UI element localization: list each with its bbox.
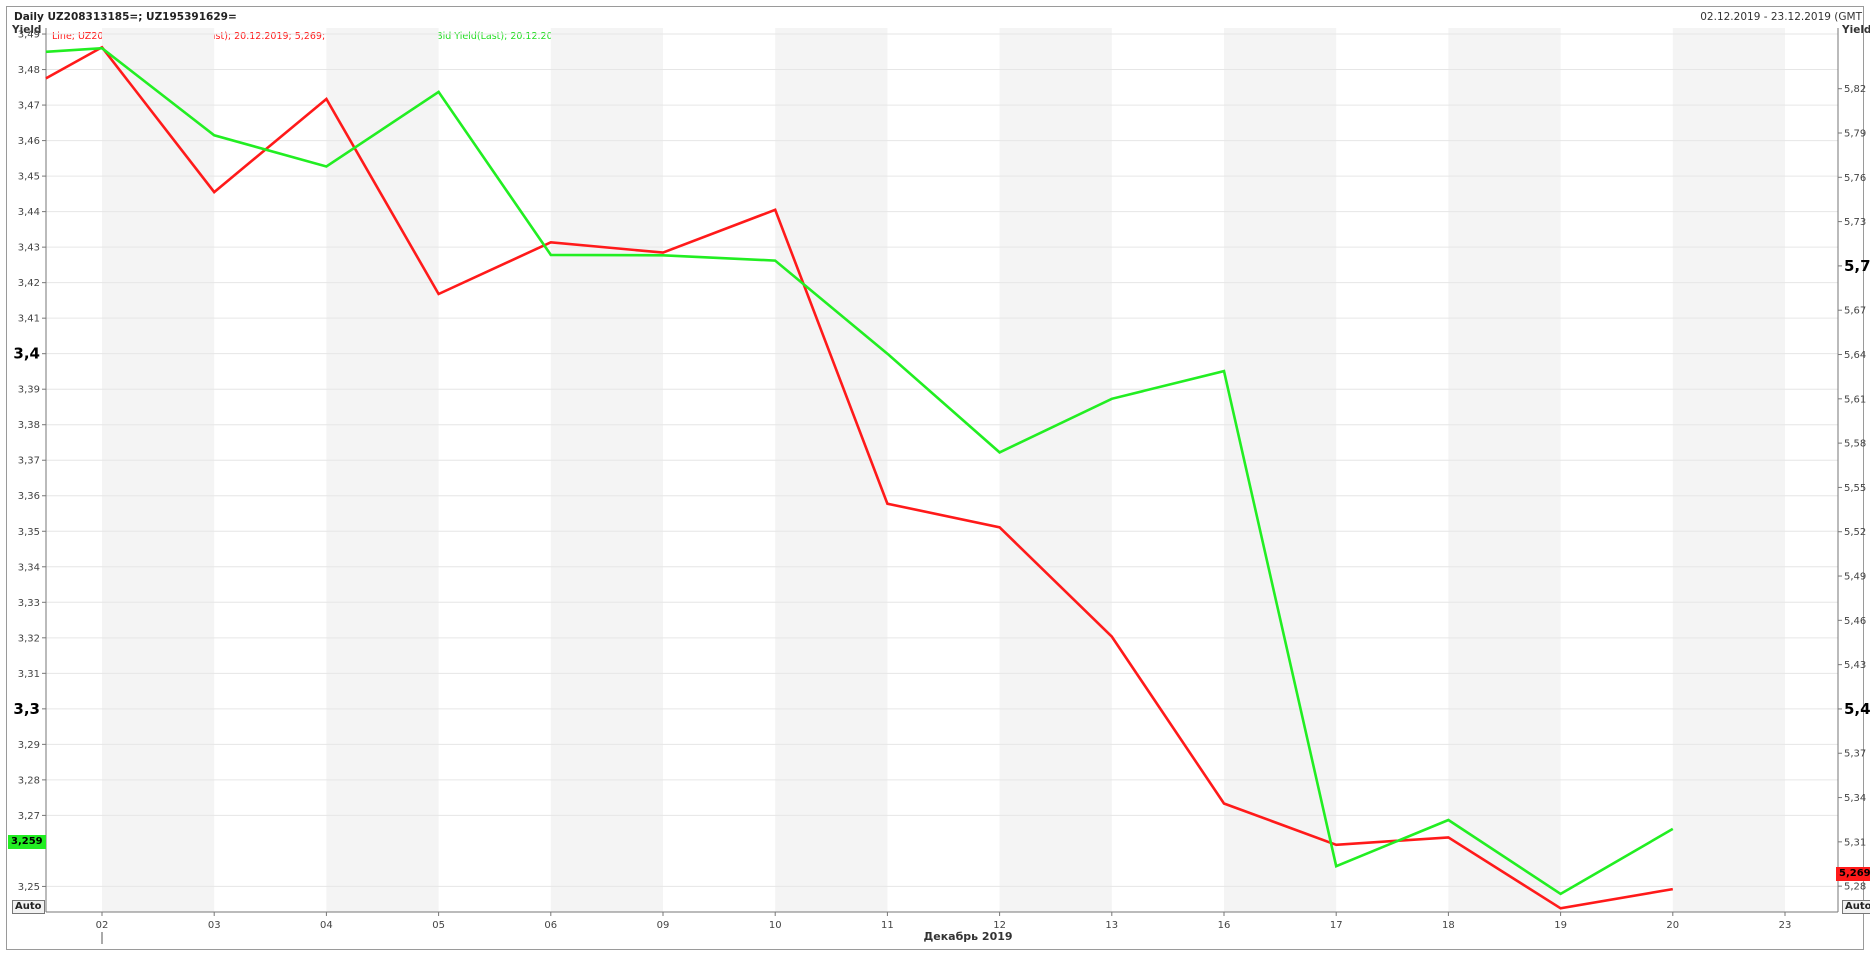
series-line-red (45, 45, 1674, 910)
left-tick-label: 3,47 (18, 101, 40, 112)
right-tick-label: 5,79 (1844, 128, 1866, 139)
last-value-badge-left: 3,259 (8, 835, 46, 849)
series-line-green (45, 46, 1674, 896)
last-value-badge-right: 5,269 (1836, 867, 1870, 881)
x-tick-label: 03 (208, 920, 221, 931)
column-band (102, 28, 215, 912)
right-tick-label: 5,34 (1844, 793, 1866, 804)
left-tick-label: 3,44 (18, 207, 40, 218)
x-tick-label: 09 (657, 920, 670, 931)
right-tick-label: 5,64 (1844, 350, 1866, 361)
left-tick-label: 3,25 (18, 882, 40, 893)
column-band (326, 28, 439, 912)
left-axis-unit: Yield (12, 24, 42, 36)
left-tick-label: 3,39 (18, 385, 40, 396)
left-tick-label: 3,36 (18, 491, 40, 502)
left-tick-label: 3,46 (18, 136, 40, 147)
x-tick-label: 19 (1554, 920, 1567, 931)
left-tick-label: 3,32 (18, 633, 40, 644)
right-tick-label: 5,52 (1844, 527, 1866, 538)
x-tick-label: 20 (1666, 920, 1679, 931)
left-tick-label: 3,45 (18, 172, 40, 183)
left-tick-label: 3,37 (18, 456, 40, 467)
right-tick-label: 5,37 (1844, 749, 1866, 760)
x-tick-label: 18 (1442, 920, 1455, 931)
column-band (999, 28, 1112, 912)
left-tick-label: 3,33 (18, 598, 40, 609)
x-axis-label: Декабрь 2019 (923, 930, 1012, 943)
left-tick-label: 3,38 (18, 420, 40, 431)
left-tick-label: 3,49 (18, 30, 40, 41)
x-tick-label: 05 (432, 920, 445, 931)
column-band (1672, 28, 1785, 912)
legend-entry-green: Line; UZ195391629=; Bid Yield(Last); 20.… (328, 31, 599, 42)
right-axis-auto-button[interactable]: Auto (1842, 900, 1870, 914)
x-tick-label: 12 (993, 920, 1006, 931)
x-tick-label: 13 (1105, 920, 1118, 931)
right-tick-label: 5,49 (1844, 572, 1866, 583)
right-tick-label: 5,7 (1844, 257, 1870, 275)
x-tick-label: 06 (544, 920, 557, 931)
left-tick-label: 3,31 (18, 669, 40, 680)
column-band (550, 28, 663, 912)
column-band (1224, 28, 1337, 912)
left-tick-label: 3,34 (18, 562, 40, 573)
right-tick-label: 5,61 (1844, 394, 1866, 405)
chart-title: Daily UZ208313185=; UZ195391629= (14, 11, 237, 23)
left-tick-label: 3,48 (18, 65, 40, 76)
right-tick-label: 5,46 (1844, 616, 1866, 627)
right-tick-label: 5,58 (1844, 439, 1866, 450)
right-tick-label: 5,28 (1844, 882, 1866, 893)
x-tick-label: 10 (769, 920, 782, 931)
right-tick-label: 5,43 (1844, 660, 1866, 671)
left-tick-label: 3,41 (18, 314, 40, 325)
column-band (1448, 28, 1561, 912)
left-tick-label: 3,42 (18, 278, 40, 289)
left-tick-label: 3,4 (13, 345, 40, 363)
left-tick-label: 3,27 (18, 811, 40, 822)
left-tick-label: 3,3 (13, 700, 40, 718)
left-tick-label: 3,43 (18, 243, 40, 254)
x-tick-label: 02 (96, 920, 109, 931)
x-tick-label: 04 (320, 920, 333, 931)
right-axis-unit: Yield (1842, 24, 1870, 36)
right-tick-label: 5,67 (1844, 306, 1866, 317)
right-tick-label: 5,76 (1844, 173, 1866, 184)
column-band (775, 28, 888, 912)
x-tick-label: 23 (1779, 920, 1792, 931)
x-tick-label: 11 (881, 920, 894, 931)
right-tick-label: 5,4 (1844, 700, 1870, 718)
title-bar: Daily UZ208313185=; UZ195391629= 02.12.2… (8, 8, 1862, 26)
date-range: 02.12.2019 - 23.12.2019 (GMT (1700, 11, 1862, 23)
right-tick-label: 5,55 (1844, 483, 1866, 494)
x-tick-label: 16 (1218, 920, 1231, 931)
right-tick-label: 5,73 (1844, 217, 1866, 228)
x-tick-label: 17 (1330, 920, 1343, 931)
left-tick-label: 3,35 (18, 527, 40, 538)
left-axis-auto-button[interactable]: Auto (12, 900, 45, 914)
left-tick-label: 3,29 (18, 740, 40, 751)
right-tick-label: 5,31 (1844, 837, 1866, 848)
right-tick-label: 5,82 (1844, 84, 1866, 95)
left-tick-label: 3,28 (18, 775, 40, 786)
